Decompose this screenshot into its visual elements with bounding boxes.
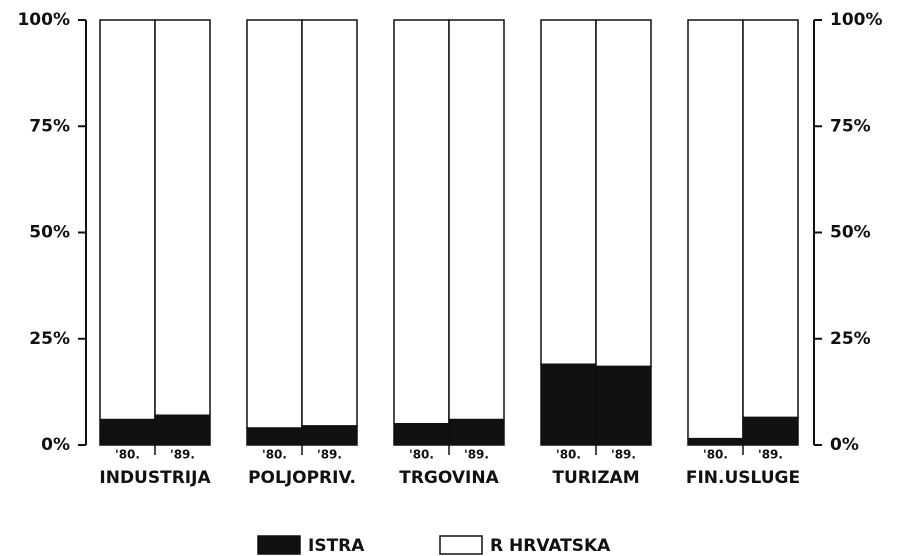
x-group-label: TURIZAM [552,468,639,488]
y2-tick-label: 0% [830,435,859,455]
bar-segment [742,19,799,419]
y-tick-label: 25% [29,329,70,349]
y2-tick-label: 100% [830,10,883,30]
bar-segment [595,365,652,446]
bar-segment [540,363,597,446]
x-sub-label: '80. [556,448,581,462]
bar-segment [540,19,597,365]
bar-segment [448,418,505,446]
y2-tick-label: 25% [830,329,871,349]
x-sub-label: '80. [115,448,140,462]
bar-segment [687,19,744,440]
x-sub-label: '80. [262,448,287,462]
bar-segment [99,418,156,446]
bar-segment [246,19,303,429]
bar-segment [595,19,652,368]
x-group-label: FIN.USLUGE [686,468,800,488]
bar-segment [393,19,450,425]
bar-segment [301,425,358,446]
y-tick-label: 50% [29,223,70,243]
legend-swatch [257,535,301,555]
x-sub-label: '80. [703,448,728,462]
x-group-label: TRGOVINA [399,468,499,488]
x-sub-label: '89. [170,448,195,462]
y-tick-label: 100% [17,10,70,30]
bar-segment [246,427,303,446]
legend-label: R HRVATSKA [490,536,611,556]
bar-segment [154,19,211,416]
x-sub-label: '89. [611,448,636,462]
legend-swatch [439,535,483,555]
y-tick-label: 75% [29,116,70,136]
x-sub-label: '89. [758,448,783,462]
x-group-label: INDUSTRIJA [99,468,211,488]
bar-segment [687,437,744,446]
y2-tick-label: 75% [830,116,871,136]
x-sub-label: '89. [464,448,489,462]
bar-segment [448,19,505,421]
bar-segment [301,19,358,427]
x-sub-label: '89. [317,448,342,462]
legend-label: ISTRA [308,536,365,556]
x-group-label: POLJOPRIV. [248,468,356,488]
bar-segment [99,19,156,421]
y-tick-label: 0% [41,435,70,455]
bar-segment [154,414,211,446]
y2-tick-label: 50% [830,223,871,243]
x-sub-label: '80. [409,448,434,462]
bar-segment [742,416,799,446]
bar-segment [393,423,450,446]
